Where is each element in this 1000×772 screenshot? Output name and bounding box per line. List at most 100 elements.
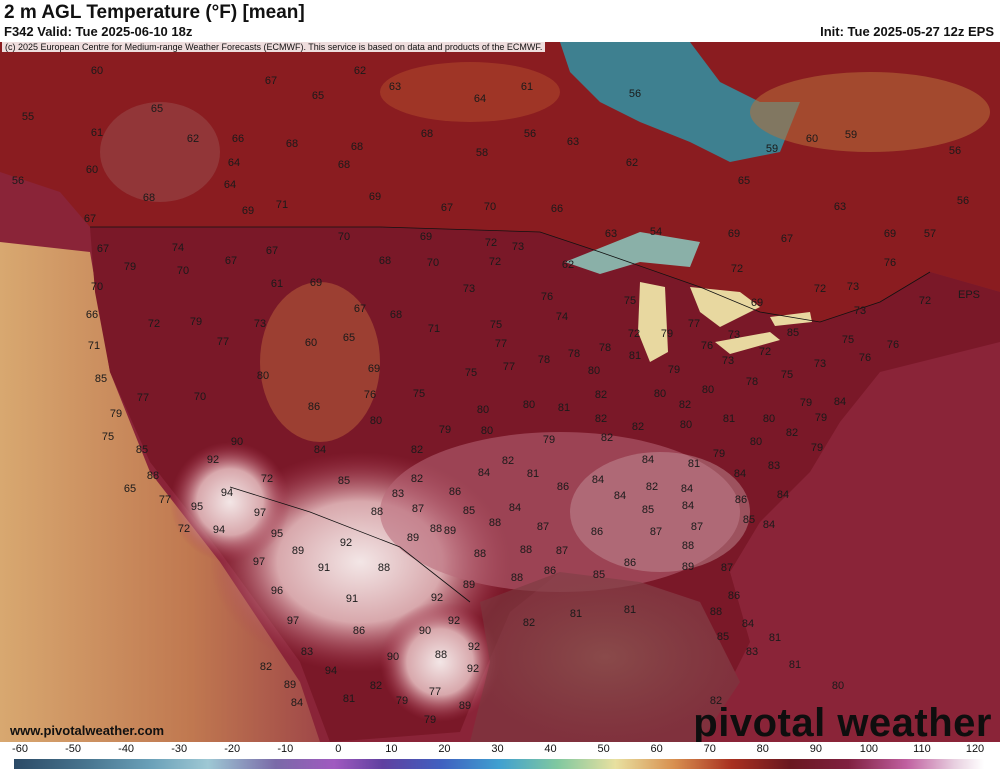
temperature-label: 80 — [370, 415, 382, 427]
temperature-label: 97 — [253, 556, 265, 568]
temperature-label: 92 — [340, 537, 352, 549]
temperature-label: 60 — [91, 65, 103, 77]
temperature-label: 56 — [629, 88, 641, 100]
temperature-label: 92 — [467, 663, 479, 675]
temperature-label: 56 — [949, 145, 961, 157]
temperature-label: 85 — [593, 569, 605, 581]
temperature-label: 70 — [338, 231, 350, 243]
lake-erie — [715, 332, 780, 354]
temperature-label: 67 — [781, 233, 793, 245]
temperature-label: 84 — [642, 454, 654, 466]
temperature-label: 58 — [476, 147, 488, 159]
temperature-label: 68 — [286, 138, 298, 150]
temperature-label: 88 — [489, 517, 501, 529]
temperature-label: 69 — [420, 231, 432, 243]
temperature-label: 79 — [190, 316, 202, 328]
temperature-label: 70 — [427, 257, 439, 269]
temperature-label: 81 — [629, 350, 641, 362]
lake-michigan — [638, 282, 668, 362]
temperature-label: 83 — [392, 488, 404, 500]
temperature-label: 66 — [232, 133, 244, 145]
colorbar-tick: 10 — [385, 743, 398, 755]
temperature-label: 75 — [102, 431, 114, 443]
colorbar-tick: 80 — [756, 743, 769, 755]
map-title: 2 m AGL Temperature (°F) [mean] — [4, 2, 305, 23]
temperature-label: 86 — [308, 401, 320, 413]
temperature-label: 89 — [444, 525, 456, 537]
temperature-label: 82 — [502, 455, 514, 467]
temperature-label: 82 — [786, 427, 798, 439]
temperature-label: 81 — [527, 468, 539, 480]
temperature-label: 82 — [601, 432, 613, 444]
temperature-label: 79 — [124, 261, 136, 273]
temperature-label: 69 — [884, 228, 896, 240]
temperature-label: 91 — [318, 562, 330, 574]
temperature-label: 78 — [568, 348, 580, 360]
temperature-label: 79 — [811, 442, 823, 454]
temperature-label: 82 — [646, 481, 658, 493]
temperature-label: 68 — [338, 159, 350, 171]
temperature-label: 76 — [859, 352, 871, 364]
temperature-label: 75 — [465, 367, 477, 379]
temperature-label: 90 — [231, 436, 243, 448]
temperature-label: 76 — [884, 257, 896, 269]
temperature-label: 85 — [717, 631, 729, 643]
colorbar-tick: 40 — [544, 743, 557, 755]
temperature-label: 75 — [490, 319, 502, 331]
header: 2 m AGL Temperature (°F) [mean] F342 Val… — [0, 0, 1000, 42]
temperature-label: 89 — [284, 679, 296, 691]
temperature-label: 85 — [787, 327, 799, 339]
temperature-label: 79 — [661, 328, 673, 340]
temperature-label: 81 — [558, 402, 570, 414]
temperature-map[interactable]: 60 62 67 63 61 56 55 65 64 65 61 62 66 68 68 68 58 56 63 60… — [0, 42, 1000, 742]
temperature-label: 88 — [511, 572, 523, 584]
colorbar-tick: -30 — [171, 743, 188, 755]
temperature-label: 70 — [484, 201, 496, 213]
temperature-label: 68 — [143, 192, 155, 204]
temperature-label: 80 — [702, 384, 714, 396]
temperature-label: 88 — [147, 470, 159, 482]
temperature-label: 83 — [301, 646, 313, 658]
temperature-label: 57 — [924, 228, 936, 240]
temperature-label: 88 — [474, 548, 486, 560]
temperature-label: 72 — [261, 473, 273, 485]
temperature-label: 88 — [378, 562, 390, 574]
temperature-label: 72 — [814, 283, 826, 295]
temperature-label: 67 — [441, 202, 453, 214]
site-url[interactable]: www.pivotalweather.com — [10, 723, 165, 738]
temperature-label: 79 — [800, 397, 812, 409]
temperature-label: 82 — [679, 399, 691, 411]
colorbar-tick: -10 — [277, 743, 294, 755]
temperature-label: 65 — [343, 332, 355, 344]
lake-huron — [690, 287, 760, 327]
temperature-label: 62 — [187, 133, 199, 145]
temperature-label: 79 — [110, 408, 122, 420]
colorbar-tick: -20 — [224, 743, 241, 755]
temperature-label: 71 — [88, 340, 100, 352]
temperature-label: 67 — [265, 75, 277, 87]
temperature-label: 77 — [159, 494, 171, 506]
temperature-label: 89 — [459, 700, 471, 712]
temperature-label: 84 — [777, 489, 789, 501]
temperature-label: 84 — [763, 519, 775, 531]
temperature-label: 74 — [172, 242, 184, 254]
temperature-label: 90 — [387, 651, 399, 663]
temperature-label: 62 — [626, 157, 638, 169]
temperature-label: 94 — [221, 487, 233, 499]
temperature-label: 84 — [314, 444, 326, 456]
temperature-label: 72 — [628, 328, 640, 340]
temperature-label: 89 — [407, 532, 419, 544]
temperature-label: 85 — [463, 505, 475, 517]
temperature-label: 79 — [396, 695, 408, 707]
temperature-label: 72 — [148, 318, 160, 330]
temperature-label: 87 — [691, 521, 703, 533]
temperature-label: 81 — [343, 693, 355, 705]
temperature-label: 82 — [370, 680, 382, 692]
temperature-label: 60 — [806, 133, 818, 145]
temperature-label: 55 — [22, 111, 34, 123]
temperature-label: 80 — [477, 404, 489, 416]
temperature-label: 80 — [763, 413, 775, 425]
temperature-label: 88 — [371, 506, 383, 518]
temperature-label: 67 — [97, 243, 109, 255]
